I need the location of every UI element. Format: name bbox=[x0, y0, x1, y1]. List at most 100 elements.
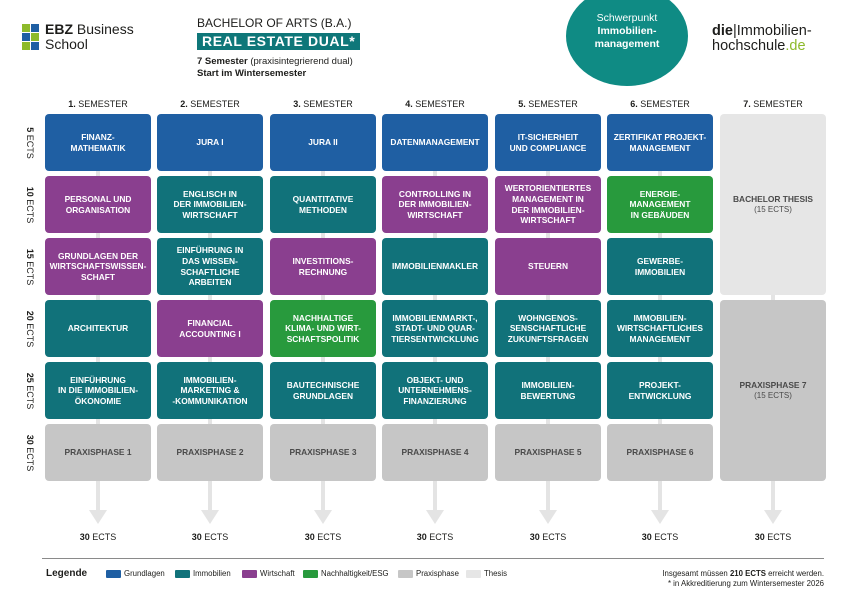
semester-total-ects: 30 ECTS bbox=[720, 531, 826, 543]
semester-word: SEMESTER bbox=[415, 99, 465, 109]
row-ects-unit: ECTS bbox=[25, 198, 35, 223]
module-box: PROJEKT- ENTWICKLUNG bbox=[607, 362, 713, 419]
semester-header: 5. SEMESTER bbox=[495, 98, 601, 110]
semester-total-ects-unit: ECTS bbox=[429, 532, 454, 542]
semester-total-ects-number: 30 bbox=[529, 532, 540, 542]
module-box: CONTROLLING IN DER IMMOBILIEN- WIRTSCHAF… bbox=[382, 176, 488, 233]
hh-logo-hochschule: hochschule bbox=[712, 38, 786, 54]
row-ects-number: 5 bbox=[25, 126, 35, 132]
legend-label: Praxisphase bbox=[416, 569, 459, 578]
semester-total-ects-number: 30 bbox=[641, 532, 652, 542]
footer-divider bbox=[42, 558, 824, 559]
semester-number: 3. bbox=[293, 99, 301, 109]
module-box: IMMOBILIENMAKLER bbox=[382, 238, 488, 295]
semester-total-ects: 30 ECTS bbox=[270, 531, 376, 543]
praxisphase-box: PRAXISPHASE 5 bbox=[495, 424, 601, 481]
focus-badge: Schwerpunkt Immobilien- management bbox=[566, 0, 688, 86]
ebz-logo-word-school: School bbox=[45, 36, 88, 52]
program-info: BACHELOR OF ARTS (B.A.) REAL ESTATE DUAL… bbox=[197, 16, 377, 80]
legend-swatch bbox=[175, 570, 190, 578]
row-ects-label: 25 ECTS bbox=[24, 371, 36, 411]
focus-value-line1: Immobilien- bbox=[597, 25, 657, 37]
focus-value: Immobilien- management bbox=[566, 25, 688, 51]
legend-label: Grundlagen bbox=[124, 569, 165, 578]
semester-total-ects: 30 ECTS bbox=[382, 531, 488, 543]
module-box: JURA I bbox=[157, 114, 263, 171]
legend-swatch bbox=[106, 570, 121, 578]
program-duration: 7 Semester (praxisintegrierend dual) bbox=[197, 56, 377, 68]
legend-swatch bbox=[466, 570, 481, 578]
semester-header: 4. SEMESTER bbox=[382, 98, 488, 110]
row-ects-label: 10 ECTS bbox=[24, 185, 36, 225]
down-arrow-icon bbox=[201, 510, 219, 524]
accreditation-note: * in Akkreditierung zum Wintersemester 2… bbox=[667, 579, 824, 588]
row-ects-number: 20 bbox=[25, 310, 35, 321]
note-post: erreicht werden. bbox=[768, 569, 824, 578]
legend-label: Wirtschaft bbox=[260, 569, 295, 578]
semester-word: SEMESTER bbox=[303, 99, 353, 109]
semester-total-ects-number: 30 bbox=[304, 532, 315, 542]
down-arrow-icon bbox=[539, 510, 557, 524]
semester-total-ects-unit: ECTS bbox=[204, 532, 229, 542]
module-box: JURA II bbox=[270, 114, 376, 171]
bachelor-thesis-ects: (15 ECTS) bbox=[754, 204, 792, 214]
module-box: ARCHITEKTUR bbox=[45, 300, 151, 357]
semester-total-ects: 30 ECTS bbox=[607, 531, 713, 543]
semester-total-ects-number: 30 bbox=[191, 532, 202, 542]
module-box: IMMOBILIEN- MARKETING & -KOMMUNIKATION bbox=[157, 362, 263, 419]
praxisphase-box: PRAXISPHASE 1 bbox=[45, 424, 151, 481]
semester-header: 3. SEMESTER bbox=[270, 98, 376, 110]
row-ects-number: 30 bbox=[25, 434, 35, 445]
module-box: ZERTIFIKAT PROJEKT- MANAGEMENT bbox=[607, 114, 713, 171]
praxisphase-box: PRAXISPHASE 6 bbox=[607, 424, 713, 481]
module-box: FINANZ- MATHEMATIK bbox=[45, 114, 151, 171]
semester-total-ects-unit: ECTS bbox=[654, 532, 679, 542]
module-box: FINANCIAL ACCOUNTING I bbox=[157, 300, 263, 357]
note-total-ects: 210 ECTS bbox=[729, 569, 766, 578]
semester-word: SEMESTER bbox=[753, 99, 803, 109]
row-ects-label: 15 ECTS bbox=[24, 247, 36, 287]
row-ects-unit: ECTS bbox=[25, 384, 35, 409]
semester-header: 2. SEMESTER bbox=[157, 98, 263, 110]
semester-word: SEMESTER bbox=[640, 99, 690, 109]
semester-number: 7. bbox=[743, 99, 751, 109]
semester-word: SEMESTER bbox=[190, 99, 240, 109]
immobilienhochschule-logo: die|Immobilien- hochschule.de bbox=[712, 24, 832, 54]
praxisphase-box: PRAXISPHASE 2 bbox=[157, 424, 263, 481]
module-box: GRUNDLAGEN DER WIRTSCHAFTSWISSEN- SCHAFT bbox=[45, 238, 151, 295]
down-arrow-icon bbox=[651, 510, 669, 524]
semester-number: 2. bbox=[180, 99, 188, 109]
module-box: NACHHALTIGE KLIMA- UND WIRT- SCHAFTSPOLI… bbox=[270, 300, 376, 357]
praxisphase-7-ects: (15 ECTS) bbox=[754, 390, 792, 400]
semester-number: 6. bbox=[630, 99, 638, 109]
row-ects-number: 15 bbox=[25, 248, 35, 259]
semester-number: 4. bbox=[405, 99, 413, 109]
down-arrow-icon bbox=[426, 510, 444, 524]
row-ects-number: 10 bbox=[25, 186, 35, 197]
semester-header: 7. SEMESTER bbox=[720, 98, 826, 110]
row-ects-unit: ECTS bbox=[25, 446, 35, 471]
bachelor-thesis-label: BACHELOR THESIS bbox=[732, 193, 814, 204]
module-box: STEUERN bbox=[495, 238, 601, 295]
semester-total-ects: 30 ECTS bbox=[495, 531, 601, 543]
legend-swatch bbox=[398, 570, 413, 578]
focus-value-line2: management bbox=[594, 38, 660, 50]
module-box: WOHNGENOS- SENSCHAFTLICHE ZUKUNFTSFRAGEN bbox=[495, 300, 601, 357]
semester-number: 1. bbox=[68, 99, 76, 109]
module-box: WERTORIENTIERTES MANAGEMENT IN DER IMMOB… bbox=[495, 176, 601, 233]
module-box: IMMOBILIEN- BEWERTUNG bbox=[495, 362, 601, 419]
module-box: DATENMANAGEMENT bbox=[382, 114, 488, 171]
module-box: ENERGIE- MANAGEMENT IN GEBÄUDEN bbox=[607, 176, 713, 233]
ebz-business-school-logo: EBZ Business School bbox=[22, 22, 142, 52]
module-box: PERSONAL UND ORGANISATION bbox=[45, 176, 151, 233]
ebz-logo-word: EBZ bbox=[45, 21, 73, 37]
hh-logo-immobilien: |Immobilien- bbox=[732, 23, 812, 39]
semester-word: SEMESTER bbox=[78, 99, 128, 109]
semester-total-ects-number: 30 bbox=[79, 532, 90, 542]
hh-logo-die: die bbox=[712, 23, 733, 39]
praxisphase-7-label: PRAXISPHASE 7 bbox=[739, 379, 807, 390]
footer-notes: Insgesamt müssen 210 ECTS erreicht werde… bbox=[610, 569, 824, 589]
legend-swatch bbox=[242, 570, 257, 578]
semester-total-ects-number: 30 bbox=[416, 532, 427, 542]
module-box: IT-SICHERHEIT UND COMPLIANCE bbox=[495, 114, 601, 171]
